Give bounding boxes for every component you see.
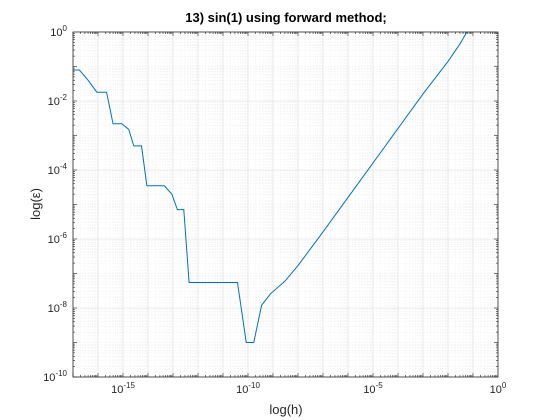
y-tick-label: 100: [50, 24, 67, 39]
x-tick-label: 100: [490, 381, 507, 396]
y-tick-label: 10-4: [48, 162, 68, 177]
y-tick-labels: 10-10 10-8 10-6 10-4 10-2 100: [43, 24, 67, 384]
x-tick-label: 10-15: [111, 381, 135, 396]
x-axis-label: log(h): [269, 402, 302, 417]
x-tick-labels: 10-15 10-10 10-5 100: [111, 381, 507, 396]
y-tick-label: 10-2: [48, 93, 68, 108]
x-tick-label: 10-10: [236, 381, 260, 396]
y-axis-label: log(ε): [28, 188, 43, 220]
x-tick-label: 10-5: [363, 381, 383, 396]
minor-grid: [73, 32, 498, 377]
y-tick-label: 10-6: [48, 231, 68, 246]
tick-marks: [72, 32, 498, 378]
plot-area: [72, 31, 499, 378]
y-tick-label: 10-10: [43, 369, 67, 384]
chart-title: 13) sin(1) using forward method;: [185, 10, 387, 25]
series-line: [73, 32, 468, 343]
y-tick-label: 10-8: [48, 300, 68, 315]
